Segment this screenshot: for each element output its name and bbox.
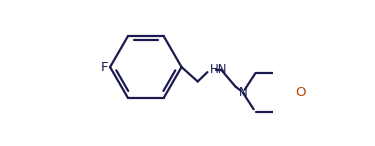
Text: F: F <box>100 61 108 74</box>
Text: N: N <box>238 86 247 99</box>
Text: O: O <box>296 86 306 99</box>
Text: HN: HN <box>210 63 228 76</box>
